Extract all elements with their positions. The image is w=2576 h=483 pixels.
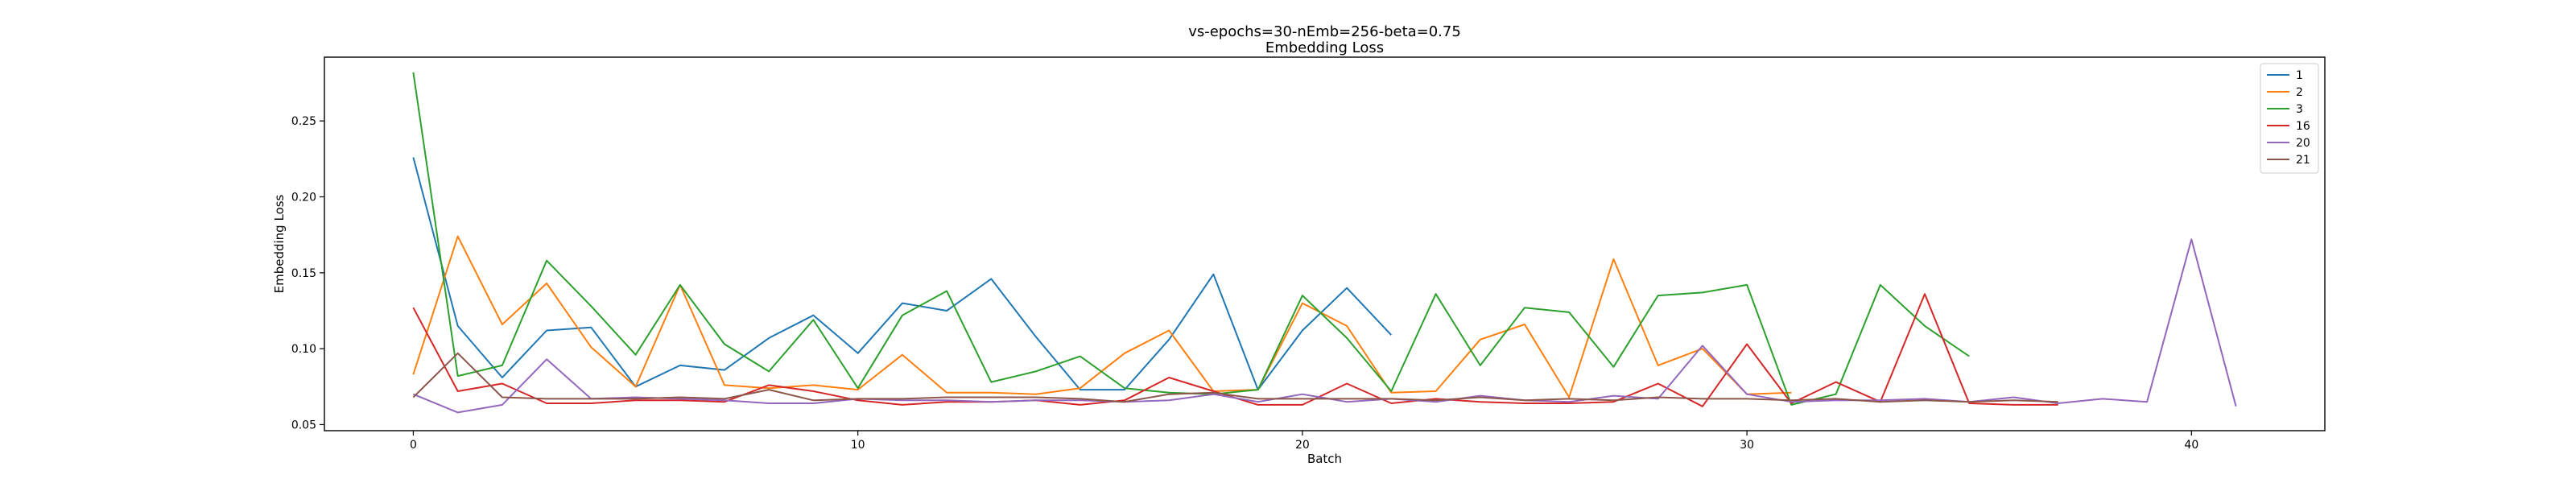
x-tick-label: 30: [1740, 439, 1754, 452]
y-axis-label: Embedding Loss: [272, 194, 287, 293]
y-tick-label: 0.10: [291, 343, 316, 356]
legend-label-3: 3: [2296, 103, 2303, 116]
series-line-2: [412, 235, 1792, 398]
x-tick-label: 10: [851, 439, 865, 452]
legend-label-2: 2: [2296, 86, 2303, 99]
series-line-21: [412, 352, 2058, 403]
x-tick-label: 20: [1295, 439, 1310, 452]
x-tick-label: 40: [2184, 439, 2198, 452]
x-tick-label: 0: [410, 439, 417, 452]
legend-label-1: 1: [2296, 69, 2303, 82]
y-tick-label: 0.20: [291, 192, 316, 204]
plot-area: 0 10 20 30 40 0.05 0.10 0.15 0.20 0.25: [291, 72, 2237, 452]
legend-label-20: 20: [2296, 137, 2310, 150]
legend-label-16: 16: [2296, 120, 2310, 133]
series-line-3: [412, 72, 1970, 406]
y-tick-label: 0.25: [291, 115, 316, 128]
legend: 1 2 3 16 20 21: [2260, 63, 2319, 174]
chart-title: vs-epochs=30-nEmb=256-beta=0.75: [1188, 23, 1461, 40]
y-tick-label: 0.15: [291, 267, 316, 280]
chart-subtitle: Embedding Loss: [1265, 39, 1384, 56]
series-line-1: [412, 157, 1393, 391]
axes-frame: [324, 56, 2326, 431]
y-tick-label: 0.05: [291, 419, 316, 431]
series-line-16: [412, 293, 2058, 407]
legend-label-21: 21: [2296, 154, 2310, 167]
x-axis-label: Batch: [1307, 452, 1342, 466]
